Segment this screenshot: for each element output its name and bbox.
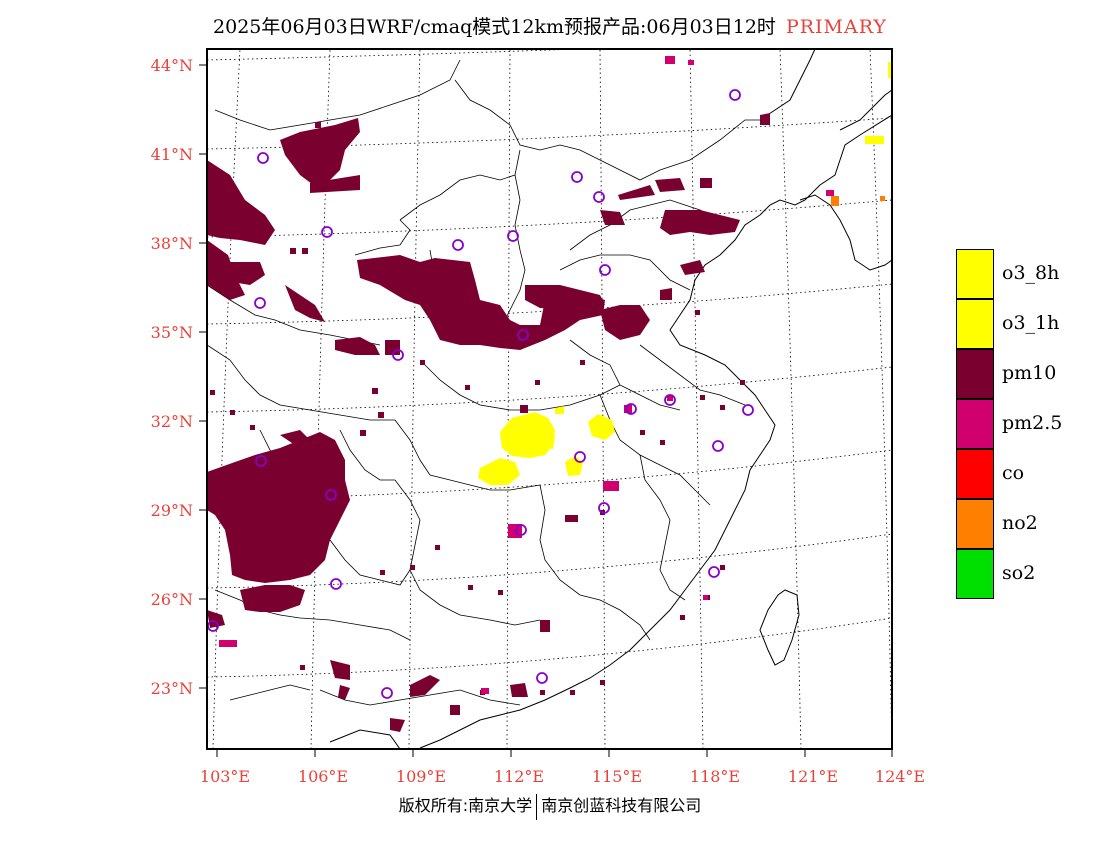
province-boundaries — [207, 59, 760, 706]
legend-label: pm2.5 — [1002, 412, 1063, 434]
lat-label: 29°N — [151, 501, 193, 520]
legend-item-pm25: pm2.5 — [956, 399, 1086, 449]
lon-labels: 103°E 106°E 109°E 112°E 115°E 118°E 121°… — [200, 767, 925, 786]
legend-label: so2 — [1002, 562, 1036, 584]
lat-label: 38°N — [151, 234, 193, 253]
lat-label: 23°N — [151, 679, 193, 698]
pm10-patches — [207, 113, 770, 732]
lat-labels: 44°N 41°N 38°N 35°N 32°N 29°N 26°N 23°N — [151, 56, 193, 698]
copyright-left: 版权所有:南京大学 — [398, 796, 533, 815]
lon-label: 112°E — [494, 767, 544, 786]
legend-label: o3_1h — [1002, 312, 1060, 334]
o3-patches — [478, 62, 892, 485]
legend-label: co — [1002, 462, 1025, 484]
title-primary-tag: PRIMARY — [785, 16, 887, 38]
map-title: 2025年06月03日WRF/cmaq模式12km预报产品:06月03日12时 P… — [0, 12, 1100, 39]
map-frame — [206, 48, 893, 750]
lon-label: 118°E — [690, 767, 740, 786]
legend-label: pm10 — [1002, 362, 1057, 384]
no2-patches — [831, 196, 885, 206]
lon-ticks — [216, 749, 893, 757]
legend-item-so2: so2 — [956, 549, 1086, 599]
lon-label: 103°E — [200, 767, 250, 786]
legend-swatch — [956, 499, 994, 549]
lat-label: 32°N — [151, 412, 193, 431]
pm10-scatter — [210, 122, 745, 695]
legend-item-co: co — [956, 449, 1086, 499]
taiwan-outline — [759, 589, 800, 666]
lat-label: 35°N — [151, 323, 193, 342]
legend-swatch — [956, 399, 994, 449]
legend-label: no2 — [1002, 512, 1038, 534]
legend-swatch — [956, 549, 994, 599]
lon-label: 106°E — [298, 767, 348, 786]
legend-swatch — [956, 249, 994, 299]
legend-swatch — [956, 349, 994, 399]
lon-gridlines — [212, 49, 892, 749]
lon-label: 124°E — [875, 767, 925, 786]
lon-label: 109°E — [396, 767, 446, 786]
station-markers — [207, 89, 754, 699]
legend-label: o3_8h — [1002, 262, 1060, 284]
copyright-right: 南京创蓝科技有限公司 — [541, 796, 702, 815]
lon-label: 115°E — [592, 767, 642, 786]
legend-item-o3-1h: o3_1h — [956, 299, 1086, 349]
coastline — [419, 114, 892, 749]
lat-label: 26°N — [151, 590, 193, 609]
legend-swatch — [956, 449, 994, 499]
lat-label: 41°N — [151, 145, 193, 164]
lon-label: 121°E — [788, 767, 838, 786]
lat-label: 44°N — [151, 56, 193, 75]
legend-item-pm10: pm10 — [956, 349, 1086, 399]
legend-swatch — [956, 299, 994, 349]
lat-ticks — [199, 64, 207, 689]
legend-item-no2: no2 — [956, 499, 1086, 549]
legend-item-o3-8h: o3_8h — [956, 249, 1086, 299]
map-body — [207, 49, 892, 749]
copyright-footer: 版权所有:南京大学 南京创蓝科技有限公司 — [0, 792, 1100, 820]
footer-divider — [536, 793, 538, 820]
title-main: 2025年06月03日WRF/cmaq模式12km预报产品:06月03日12时 — [213, 16, 776, 38]
